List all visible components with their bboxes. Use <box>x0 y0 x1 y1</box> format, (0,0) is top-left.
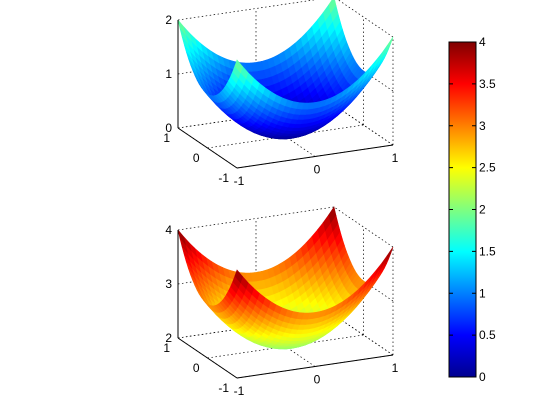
axis-line <box>177 127 238 169</box>
colorbar-gradient <box>448 41 477 378</box>
z-tick-label: 3 <box>165 277 172 291</box>
y-tick-label: 1 <box>163 131 170 145</box>
z-tick-label: 0 <box>165 121 172 135</box>
y-tick-label: -1 <box>218 381 229 395</box>
x-tick-label: 1 <box>392 361 399 375</box>
x-tick-label: 0 <box>314 163 321 177</box>
x-tick-label: 0 <box>314 373 321 387</box>
axis-line <box>236 144 394 169</box>
colorbar-tick-label: 1.5 <box>479 244 496 258</box>
x-tick-label: -1 <box>234 174 245 188</box>
colorbar-tick-label: 3 <box>479 119 486 133</box>
axis-line <box>236 354 394 379</box>
colorbar-tick-label: 2 <box>479 203 486 217</box>
surface-patch <box>234 59 243 74</box>
axis-line <box>177 337 238 379</box>
colorbar-tick-label: 3.5 <box>479 77 496 91</box>
z-tick-label: 4 <box>165 223 172 237</box>
colorbar-tick-label: 2.5 <box>479 161 496 175</box>
z-tick-label: 1 <box>165 67 172 81</box>
colorbar: 0 0.5 1 1.5 2 2.5 3 3.5 4 <box>448 35 496 384</box>
axis-lines <box>177 20 394 169</box>
colorbar-tick-label: 0 <box>479 370 486 384</box>
surface-mesh <box>177 0 394 140</box>
colorbar-tick-label: 1 <box>479 286 486 300</box>
z-tick-label: 2 <box>165 331 172 345</box>
grid-line <box>177 206 335 231</box>
y-tick-label: 1 <box>163 341 170 355</box>
grid-line <box>177 0 317 21</box>
y-tick-label: 0 <box>193 361 200 375</box>
z-tick-label: 2 <box>165 13 172 27</box>
colorbar-tick-label: 0.5 <box>479 328 496 342</box>
surface-mesh <box>177 206 394 350</box>
colorbar-tick-label: 4 <box>479 35 486 49</box>
surface-patch <box>234 269 243 284</box>
x-tick-label: -1 <box>234 384 245 398</box>
y-tick-label: 0 <box>193 151 200 165</box>
surface-patch <box>385 246 394 262</box>
surface-patch <box>385 36 394 52</box>
y-tick-label: -1 <box>218 171 229 185</box>
axis-lines <box>177 230 394 379</box>
x-tick-label: 1 <box>392 151 399 165</box>
